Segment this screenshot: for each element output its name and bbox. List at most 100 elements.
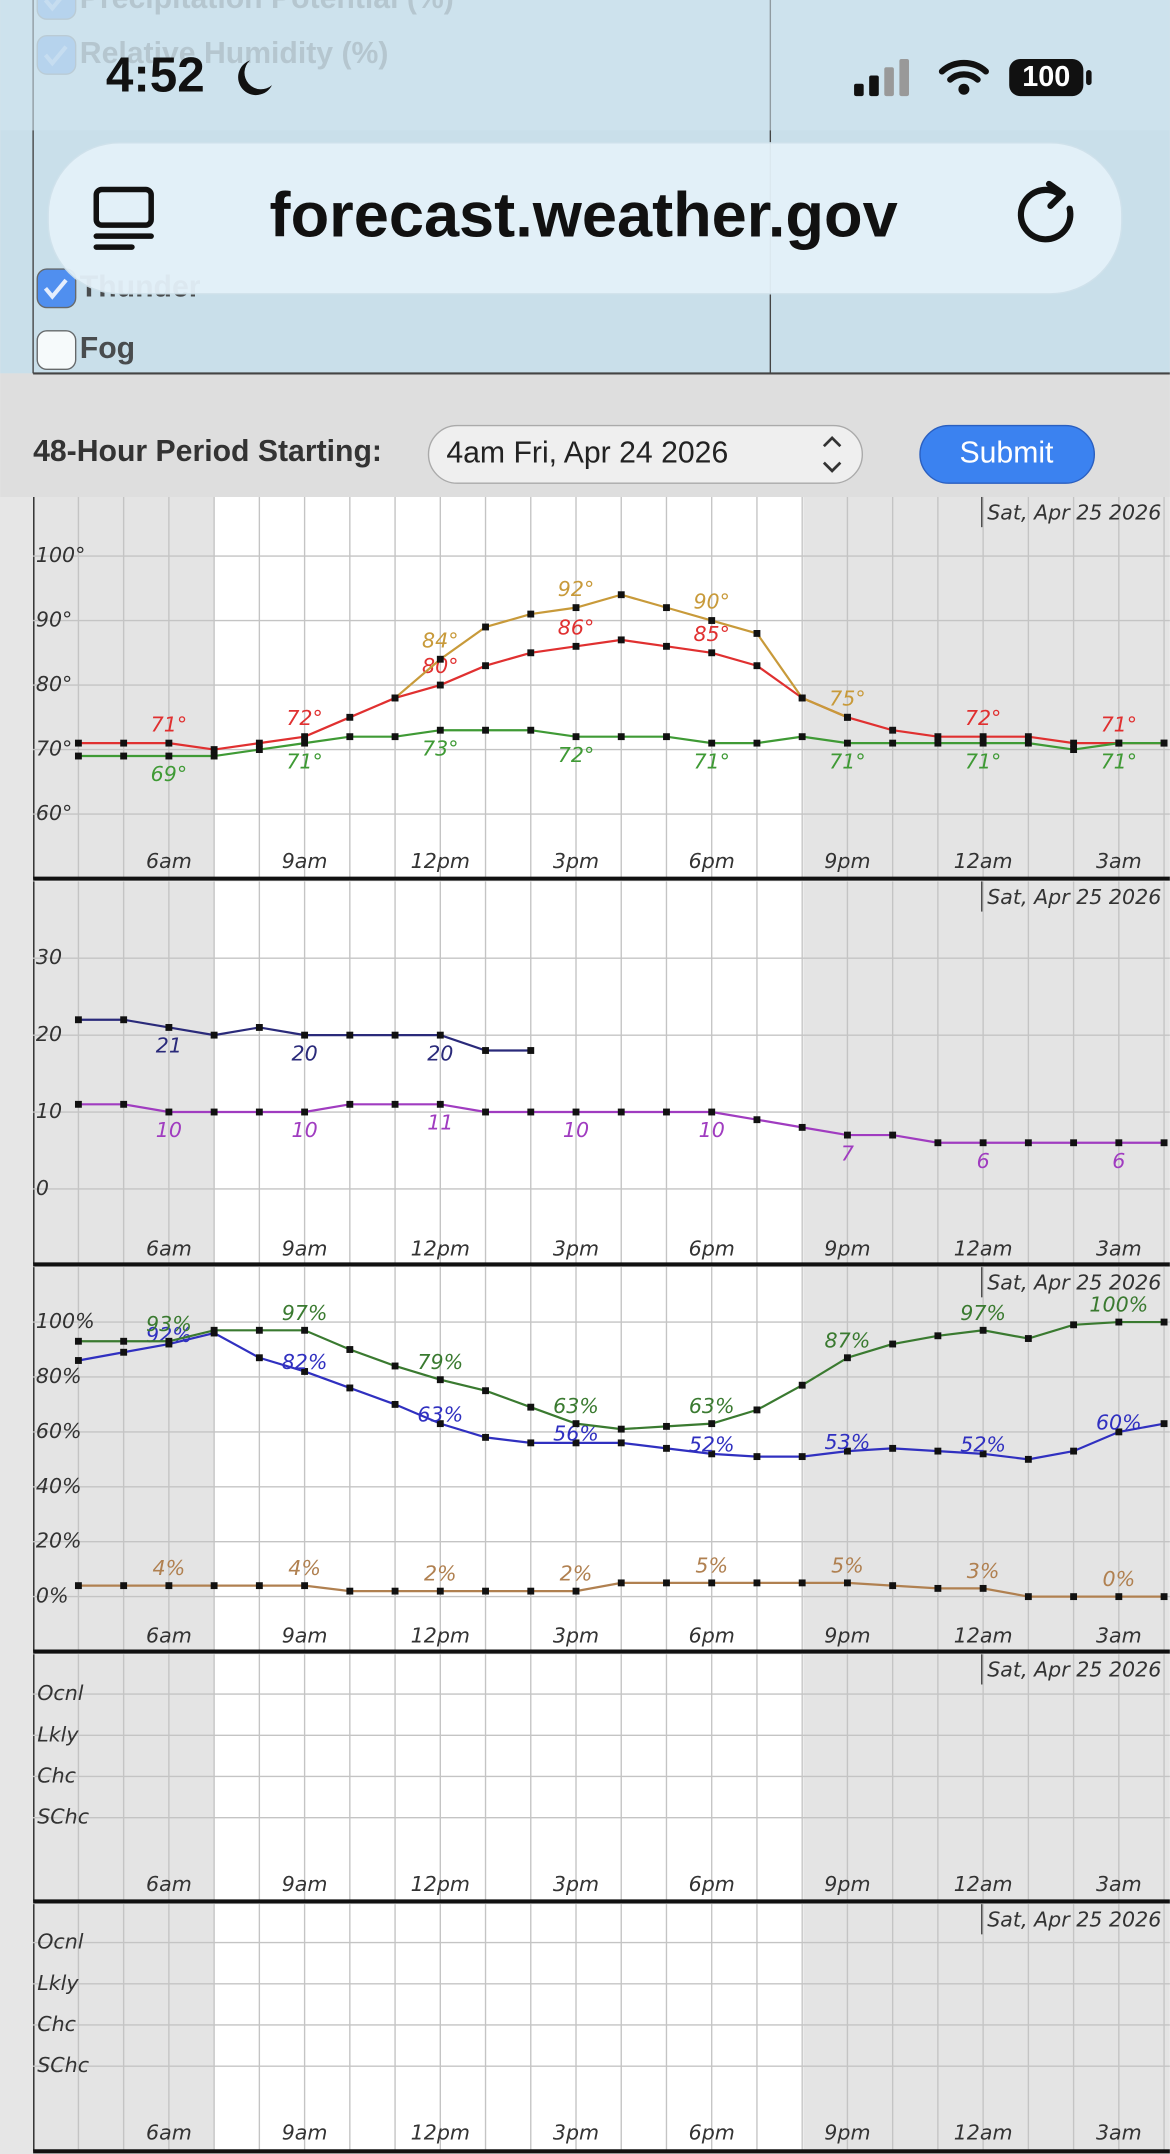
submit-button[interactable]	[919, 424, 1096, 484]
select-chevron	[822, 435, 842, 473]
data-point	[663, 1422, 670, 1430]
data-point	[753, 739, 761, 747]
data-label: 71°	[286, 749, 322, 773]
period-select[interactable]	[427, 424, 864, 484]
data-point	[436, 681, 444, 689]
data-point	[1070, 1447, 1078, 1455]
data-point	[74, 1357, 82, 1364]
submit-label[interactable]: Submit	[959, 436, 1054, 469]
y-tick-label: 10	[36, 1099, 62, 1123]
tabs-icon[interactable]	[93, 186, 154, 228]
y-tick-label: 60%	[36, 1419, 82, 1443]
forecast-graphs: Sat, Apr 25 2026 6am 9am 12pm 3pm 6pm 9pm 12am 3…	[33, 496, 1170, 2154]
data-point	[436, 655, 444, 663]
data-point	[436, 1376, 444, 1384]
data-point	[979, 1584, 987, 1592]
hour-label: 9am	[282, 2120, 328, 2144]
period-value[interactable]: 4am Fri, Apr 24 2026	[446, 436, 728, 469]
data-point	[843, 1579, 851, 1587]
data-point	[120, 1016, 128, 1024]
data-point	[934, 739, 942, 747]
data-label: 2%	[424, 1562, 457, 1586]
wifi-dot	[958, 83, 970, 95]
data-point	[934, 1139, 942, 1147]
status-time: 4:52	[106, 47, 205, 102]
data-point	[843, 739, 851, 747]
reload-icon[interactable]	[1017, 186, 1074, 243]
data-point	[1115, 1139, 1123, 1147]
data-label: 10	[563, 1118, 589, 1142]
url-text[interactable]: forecast.weather.gov	[270, 180, 898, 250]
data-point	[798, 1579, 806, 1587]
data-point	[1070, 1593, 1078, 1601]
checkbox[interactable]	[36, 330, 77, 370]
data-point	[391, 694, 399, 702]
data-point	[1115, 1318, 1123, 1326]
data-label: 73°	[422, 736, 458, 760]
checkbox[interactable]	[36, 268, 77, 309]
data-point	[391, 1100, 399, 1108]
data-point	[708, 739, 716, 747]
data-point	[753, 662, 761, 670]
data-label: 86°	[558, 615, 594, 639]
data-point	[255, 1024, 263, 1031]
data-point	[1070, 746, 1078, 754]
data-point	[843, 1354, 851, 1362]
data-label: 53%	[825, 1430, 871, 1454]
data-point	[210, 746, 218, 754]
hour-label: 3pm	[553, 1236, 599, 1260]
data-point	[391, 1587, 399, 1595]
data-point	[979, 739, 987, 747]
data-point	[301, 1582, 309, 1590]
data-point	[301, 1368, 309, 1375]
data-point	[663, 1444, 670, 1452]
hour-label: 12pm	[411, 1872, 470, 1896]
data-point	[617, 636, 625, 644]
data-point	[482, 662, 489, 670]
data-label: 72°	[286, 706, 322, 730]
data-point	[391, 1362, 399, 1370]
data-point	[165, 752, 173, 760]
data-point	[255, 1108, 263, 1116]
data-point	[301, 1031, 309, 1039]
data-point	[527, 1108, 535, 1116]
url-bar[interactable]	[47, 142, 1123, 295]
hour-label: 3pm	[553, 2120, 599, 2144]
data-point	[663, 733, 670, 741]
reload-arrow	[1045, 180, 1066, 210]
hour-label: 12am	[954, 849, 1013, 873]
night-shade	[803, 881, 1170, 1265]
data-point	[301, 1108, 309, 1116]
data-point	[255, 1582, 263, 1590]
data-point	[979, 733, 987, 741]
hour-label: 12pm	[411, 1236, 470, 1260]
data-point	[572, 604, 580, 612]
data-label: 52%	[960, 1433, 1006, 1457]
data-point	[1115, 1593, 1123, 1601]
hour-label: 6am	[146, 849, 192, 873]
data-point	[74, 752, 82, 760]
data-label: 6	[977, 1149, 990, 1173]
data-point	[889, 726, 897, 734]
data-label: 2%	[560, 1562, 593, 1586]
data-label: 11	[427, 1111, 453, 1135]
hour-label: 9pm	[824, 1623, 870, 1647]
level-label: Chc	[37, 2012, 76, 2036]
hour-label: 6pm	[689, 1236, 735, 1260]
y-tick-label: 0	[36, 1176, 49, 1200]
data-label: 7	[841, 1141, 854, 1165]
data-label: 71°	[965, 749, 1001, 773]
data-point	[708, 1450, 716, 1458]
data-label: 93%	[146, 1312, 192, 1336]
data-point	[346, 713, 354, 721]
date-label: Sat, Apr 25 2026	[987, 1658, 1161, 1682]
y-tick-label: 100°	[36, 543, 86, 567]
data-point	[165, 1337, 173, 1345]
hour-label: 9am	[282, 1623, 328, 1647]
data-point	[120, 1100, 128, 1108]
date-label: Sat, Apr 25 2026	[987, 500, 1161, 524]
night-shade	[803, 496, 1170, 879]
data-point	[301, 739, 309, 747]
hour-label: 6am	[146, 1623, 192, 1647]
data-label: 72°	[965, 706, 1001, 730]
